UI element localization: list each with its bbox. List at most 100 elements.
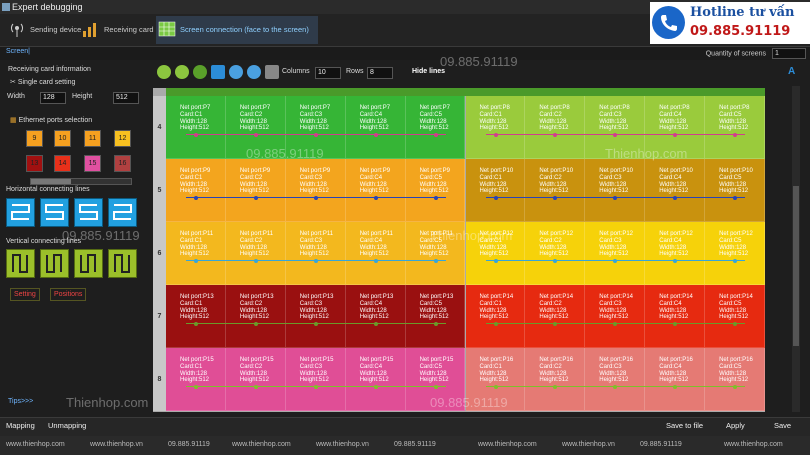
grid-cell[interactable]: Net port:P13 Card:C4 Width:128 Height:512 [345,285,406,348]
grid-cell[interactable]: Net port:P14 Card:C3 Width:128 Height:512 [585,285,646,348]
screens-link[interactable]: Screen| [6,48,30,55]
vertical-line-option-2[interactable] [40,249,69,278]
save-button[interactable]: Save [774,421,792,430]
positions-button[interactable]: Positions [50,288,87,301]
grid-cell[interactable]: Net port:P16 Card:C5 Width:128 Height:512 [705,348,765,411]
grid-cell[interactable]: Net port:P10 Card:C3 Width:128 Height:512 [585,159,646,222]
horizontal-line-option-3[interactable] [74,198,103,227]
horizontal-line-option-4[interactable] [108,198,137,227]
grid-cell[interactable]: Net port:P9 Card:C4 Width:128 Height:512 [345,159,406,222]
grid-cell[interactable]: Net port:P7 Card:C3 Width:128 Height:512 [285,96,346,159]
port-13-button[interactable]: 13 [26,155,43,172]
cell-width: Width:128 [659,307,687,314]
grid-cell[interactable]: Net port:P10 Card:C1 Width:128 Height:512 [465,159,526,222]
grid-cell[interactable]: Net port:P9 Card:C2 Width:128 Height:512 [225,159,286,222]
grid-cell[interactable]: Net port:P8 Card:C4 Width:128 Height:512 [645,96,706,159]
forward-icon[interactable] [175,65,189,79]
grid-icon[interactable] [211,65,225,79]
grid-cell[interactable]: Net port:P8 Card:C1 Width:128 Height:512 [465,96,526,159]
port-10-button[interactable]: 10 [54,130,71,147]
grid-cell[interactable]: Net port:P12 Card:C1 Width:128 Height:512 [465,222,526,285]
grid-cell[interactable]: Net port:P12 Card:C4 Width:128 Height:512 [645,222,706,285]
cell-width: Width:128 [479,244,507,251]
grid-cell[interactable]: Net port:P11 Card:C1 Width:128 Height:512 [166,222,226,285]
grid-cell[interactable]: Net port:P14 Card:C4 Width:128 Height:512 [645,285,706,348]
port-9-button[interactable]: 9 [26,130,43,147]
port-12-button[interactable]: 12 [114,130,131,147]
ports-scrollbar[interactable] [30,178,132,185]
grid-cell[interactable]: Net port:P10 Card:C4 Width:128 Height:512 [645,159,706,222]
grid-cell[interactable]: Net port:P7 Card:C1 Width:128 Height:512 [166,96,226,159]
grid-cell[interactable]: Net port:P13 Card:C1 Width:128 Height:512 [166,285,226,348]
screen-grid[interactable]: 4 Net port:P7 Card:C1 Width:128 Height:512 Ne… [153,88,765,412]
grid-cell[interactable]: Net port:P9 Card:C1 Width:128 Height:512 [166,159,226,222]
apply-button[interactable]: Apply [726,421,745,430]
cell-field-value: P13 [203,294,214,300]
grid-cell[interactable]: Net port:P16 Card:C4 Width:128 Height:512 [645,348,706,411]
grid-cell[interactable]: Net port:P8 Card:C2 Width:128 Height:512 [525,96,586,159]
unmapping-button[interactable]: Unmapping [48,421,87,430]
port-14-button[interactable]: 14 [54,155,71,172]
grid-cell[interactable]: Net port:P11 Card:C3 Width:128 Height:512 [285,222,346,285]
grid-cell[interactable]: Net port:P7 Card:C5 Width:128 Height:512 [405,96,466,159]
hide-lines-button[interactable]: Hide lines [412,68,446,75]
cell-card: Card:C2 [539,238,584,245]
grid-cell[interactable]: Net port:P9 Card:C3 Width:128 Height:512 [285,159,346,222]
grid-cell[interactable]: Net port:P14 Card:C1 Width:128 Height:512 [465,285,526,348]
grid-cell[interactable]: Net port:P11 Card:C5 Width:128 Height:512 [405,222,466,285]
mapping-button[interactable]: Mapping [6,421,35,430]
font-tool-icon[interactable]: A [788,66,796,77]
back-icon[interactable] [157,65,171,79]
grid-cell[interactable]: Net port:P8 Card:C5 Width:128 Height:512 [705,96,765,159]
grid-cell[interactable]: Net port:P15 Card:C5 Width:128 Height:512 [405,348,466,411]
grid-cell[interactable]: Net port:P12 Card:C2 Width:128 Height:512 [525,222,586,285]
grid-cell[interactable]: Net port:P15 Card:C3 Width:128 Height:512 [285,348,346,411]
grid-cell[interactable]: Net port:P13 Card:C3 Width:128 Height:512 [285,285,346,348]
grid-cell[interactable]: Net port:P10 Card:C2 Width:128 Height:512 [525,159,586,222]
save-to-file-button[interactable]: Save to file [666,421,704,430]
grid-cell[interactable]: Net port:P15 Card:C4 Width:128 Height:512 [345,348,406,411]
zoom-in-icon[interactable] [229,65,243,79]
height-spinner[interactable]: 512 [113,92,139,104]
grid-cell[interactable]: Net port:P11 Card:C2 Width:128 Height:512 [225,222,286,285]
grid-cell[interactable]: Net port:P16 Card:C3 Width:128 Height:512 [585,348,646,411]
grid-cell[interactable]: Net port:P16 Card:C2 Width:128 Height:512 [525,348,586,411]
columns-spinner[interactable]: 10 [315,67,341,79]
port-15-button[interactable]: 15 [84,155,101,172]
tab-sending-device[interactable]: Sending device [6,16,94,44]
cell-net-port: Net port:P8 [659,105,704,112]
grid-cell[interactable]: Net port:P13 Card:C5 Width:128 Height:512 [405,285,466,348]
grid-cell[interactable]: Net port:P14 Card:C5 Width:128 Height:512 [705,285,765,348]
horizontal-line-option-2[interactable] [40,198,69,227]
grid-cell[interactable]: Net port:P15 Card:C2 Width:128 Height:512 [225,348,286,411]
grid-cell[interactable]: Net port:P16 Card:C1 Width:128 Height:512 [465,348,526,411]
port-16-button[interactable]: 16 [114,155,131,172]
vertical-scrollbar[interactable] [792,86,800,412]
quantity-select[interactable]: 1 [772,48,806,59]
grid-cell[interactable]: Net port:P13 Card:C2 Width:128 Height:512 [225,285,286,348]
zoom-out-icon[interactable] [247,65,261,79]
grid-cell[interactable]: Net port:P7 Card:C4 Width:128 Height:512 [345,96,406,159]
grid-cell[interactable]: Net port:P8 Card:C3 Width:128 Height:512 [585,96,646,159]
grid-cell[interactable]: Net port:P10 Card:C5 Width:128 Height:512 [705,159,765,222]
tips-link[interactable]: Tips>>> [8,398,34,405]
tab-screen-connection[interactable]: Screen connection (face to the screen) [156,16,318,44]
tab-receiving-card[interactable]: Receiving card [80,16,170,44]
vertical-line-option-1[interactable] [6,249,35,278]
grid-cell[interactable]: Net port:P7 Card:C2 Width:128 Height:512 [225,96,286,159]
port-11-button[interactable]: 11 [84,130,101,147]
horizontal-line-option-1[interactable] [6,198,35,227]
refresh-icon[interactable] [193,65,207,79]
vertical-line-option-3[interactable] [74,249,103,278]
grid-cell[interactable]: Net port:P14 Card:C2 Width:128 Height:512 [525,285,586,348]
grid-cell[interactable]: Net port:P9 Card:C5 Width:128 Height:512 [405,159,466,222]
rows-spinner[interactable]: 8 [367,67,393,79]
grid-cell[interactable]: Net port:P11 Card:C4 Width:128 Height:512 [345,222,406,285]
grid-cell[interactable]: Net port:P12 Card:C3 Width:128 Height:512 [585,222,646,285]
setting-button[interactable]: Setting [10,288,40,301]
scroll-thumb[interactable] [793,186,799,346]
grid-cell[interactable]: Net port:P12 Card:C5 Width:128 Height:512 [705,222,765,285]
vertical-line-option-4[interactable] [108,249,137,278]
grid-cell[interactable]: Net port:P15 Card:C1 Width:128 Height:512 [166,348,226,411]
width-spinner[interactable]: 128 [40,92,66,104]
